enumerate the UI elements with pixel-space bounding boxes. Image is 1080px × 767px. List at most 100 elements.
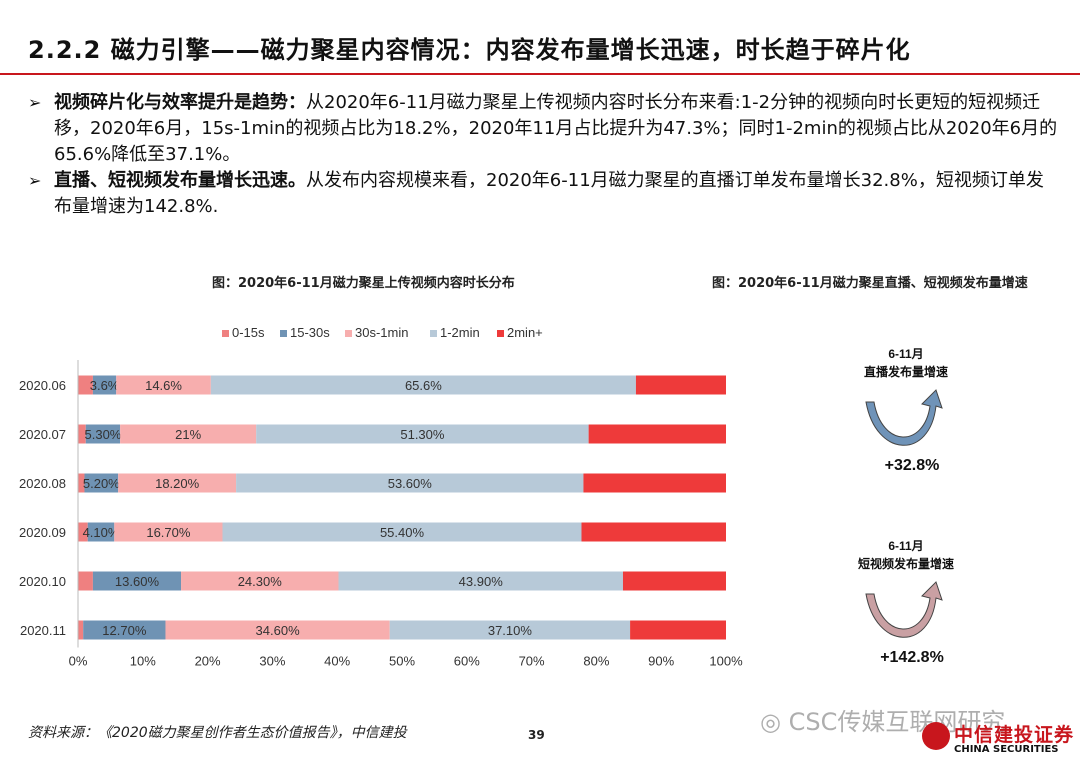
- data-label: 14.6%: [145, 378, 182, 393]
- growth-arrow-icon: [865, 581, 943, 638]
- data-label: 21%: [175, 427, 201, 442]
- bar-segment: [78, 571, 93, 591]
- growth-label-line2: 直播发布量增速: [864, 364, 948, 379]
- x-tick-label: 20%: [195, 654, 221, 669]
- figure-title-left: 图：2020年6-11月磁力聚星上传视频内容时长分布: [212, 276, 515, 291]
- data-label: 53.60%: [388, 476, 433, 491]
- category-label: 2020.06: [19, 378, 66, 393]
- legend-label: 2min+: [507, 325, 543, 340]
- data-label: 12.70%: [102, 623, 147, 638]
- x-tick-label: 70%: [519, 654, 545, 669]
- bar-segment: [85, 424, 121, 444]
- data-label: 13.60%: [115, 574, 160, 589]
- bullet-text: 从发布内容规模来看，2020年6-11月磁力聚星的直播订单发布量增长32.8%，…: [54, 170, 1044, 217]
- data-label: 18.20%: [155, 476, 200, 491]
- bar-segment: [181, 571, 339, 591]
- x-tick-label: 80%: [583, 654, 609, 669]
- legend-swatch: [497, 330, 504, 337]
- bar-segment: [92, 571, 182, 591]
- bar-segment: [87, 522, 115, 542]
- growth-label-line2: 短视频发布量增速: [858, 556, 954, 571]
- bar-segment: [78, 473, 85, 493]
- bar-segment: [78, 424, 86, 444]
- source-note: 资料来源：《2020磁力聚星创作者生态价值报告》，中信建投: [28, 725, 407, 741]
- data-label: 4.10%: [83, 525, 120, 540]
- bar-segment: [581, 522, 726, 542]
- x-tick-label: 90%: [648, 654, 674, 669]
- bar-segment: [222, 522, 582, 542]
- bar-segment: [165, 620, 390, 640]
- x-tick-label: 0%: [69, 654, 88, 669]
- stacked-bar-chart: 0-15s 15-30s 30s-1min 1-2min 2min+ 2020.06 3.6…: [19, 325, 743, 669]
- legend-label: 0-15s: [232, 325, 265, 340]
- data-label: 3.6%: [90, 378, 120, 393]
- x-tick-label: 40%: [324, 654, 350, 669]
- legend-label: 15-30s: [290, 325, 330, 340]
- bar-segment: [236, 473, 584, 493]
- x-tick-label: 100%: [709, 654, 743, 669]
- legend-swatch: [430, 330, 437, 337]
- figure-title-right: 图：2020年6-11月磁力聚星直播、短视频发布量增速: [712, 276, 1028, 291]
- arrow-bullet-icon: ➢: [28, 93, 42, 112]
- data-label: 51.30%: [400, 427, 445, 442]
- bar-segment: [389, 620, 631, 640]
- growth-label-line1: 6-11月: [888, 539, 923, 553]
- bar-segment: [78, 375, 93, 395]
- category-label: 2020.09: [19, 525, 66, 540]
- page-number: 39: [528, 728, 545, 742]
- x-tick-label: 60%: [454, 654, 480, 669]
- x-tick-label: 50%: [389, 654, 415, 669]
- data-label: 5.30%: [85, 427, 122, 442]
- bar-segment: [256, 424, 589, 444]
- bar-segment: [630, 620, 726, 640]
- bar-segment: [83, 620, 166, 640]
- bullet-heading: 视频碎片化与效率提升是趋势：: [54, 92, 306, 113]
- data-label: 24.30%: [238, 574, 283, 589]
- company-logo: 中信建投证券 CHINA SECURITIES: [918, 716, 1078, 764]
- legend-label: 30s-1min: [355, 325, 408, 340]
- bar-segment: [210, 375, 636, 395]
- arrow-bullet-icon: ➢: [28, 171, 42, 190]
- title-divider: [0, 73, 1080, 75]
- bullet-item: ➢ 直播、短视频发布量增长迅速。从发布内容规模来看，2020年6-11月磁力聚星的…: [28, 168, 1058, 220]
- x-tick-label: 10%: [130, 654, 156, 669]
- legend-label: 1-2min: [440, 325, 480, 340]
- data-label: 55.40%: [380, 525, 425, 540]
- logo-cn: 中信建投证券: [954, 724, 1075, 746]
- bar-segment: [78, 522, 88, 542]
- growth-value: +142.8%: [880, 649, 944, 666]
- legend-swatch: [280, 330, 287, 337]
- bar-segment: [583, 473, 726, 493]
- category-label: 2020.10: [19, 574, 66, 589]
- watermark-text: CSC传媒互联网研究: [788, 708, 1006, 736]
- bar-segment: [120, 424, 257, 444]
- bar-segment: [622, 571, 726, 591]
- bar-segment: [114, 522, 223, 542]
- data-label: 37.10%: [488, 623, 533, 638]
- logo-mark-icon: [922, 722, 950, 750]
- growth-label-line1: 6-11月: [888, 347, 923, 361]
- bar-segment: [338, 571, 623, 591]
- data-label: 43.90%: [459, 574, 504, 589]
- category-label: 2020.11: [20, 623, 66, 638]
- data-label: 65.6%: [405, 378, 442, 393]
- bullet-heading: 直播、短视频发布量增长迅速。: [54, 170, 306, 191]
- bullet-item: ➢ 视频碎片化与效率提升是趋势：从2020年6-11月磁力聚星上传视频内容时长分布…: [28, 90, 1058, 168]
- bullet-list: ➢ 视频碎片化与效率提升是趋势：从2020年6-11月磁力聚星上传视频内容时长分布…: [28, 90, 1058, 220]
- bar-segment: [588, 424, 726, 444]
- bar-segment: [92, 375, 117, 395]
- data-label: 16.70%: [146, 525, 191, 540]
- logo-en: CHINA SECURITIES: [954, 744, 1059, 755]
- watermark: ◎ CSC传媒互联网研究: [760, 702, 1005, 737]
- wechat-icon: ◎: [760, 708, 781, 736]
- growth-value: +32.8%: [885, 457, 940, 474]
- growth-arrow-icon: [865, 389, 943, 446]
- legend-swatch: [345, 330, 352, 337]
- category-label: 2020.08: [19, 476, 66, 491]
- bar-segment: [78, 620, 84, 640]
- bar-segment: [635, 375, 726, 395]
- bar-segment: [118, 473, 237, 493]
- page-title: 2.2.2 磁力引擎——磁力聚星内容情况：内容发布量增长迅速，时长趋于碎片化: [28, 36, 911, 64]
- data-label: 34.60%: [256, 623, 301, 638]
